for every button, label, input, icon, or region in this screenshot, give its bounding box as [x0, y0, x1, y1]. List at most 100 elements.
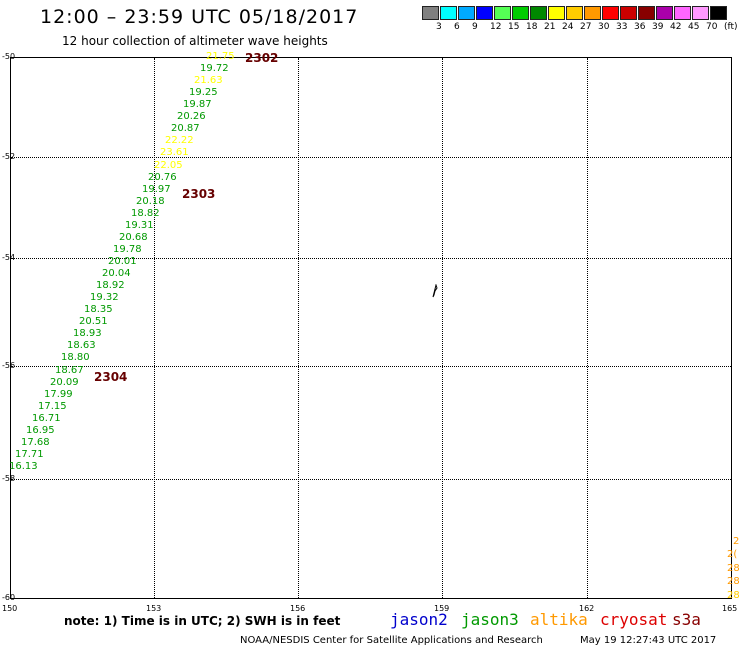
color-swatch	[494, 6, 511, 20]
color-swatch	[476, 6, 493, 20]
satellite-legend-item: jason3	[461, 610, 519, 629]
lat-label: -50	[2, 52, 16, 61]
footer-note: note: 1) Time is in UTC; 2) SWH is in fe…	[64, 614, 341, 628]
color-swatch	[530, 6, 547, 20]
wave-height-label: 22.22	[165, 135, 194, 146]
wave-height-label: 20.04	[102, 268, 131, 279]
wave-height-label: 19.87	[183, 99, 212, 110]
wave-height-label: 20.01	[108, 256, 137, 267]
wave-height-label: 18.63	[67, 340, 96, 351]
lon-label: 162	[579, 604, 595, 613]
edge-wave-height-label: 28	[727, 576, 740, 587]
credit-line: NOAA/NESDIS Center for Satellite Applica…	[240, 635, 543, 646]
color-swatch	[674, 6, 691, 20]
color-scale-label: 24	[562, 22, 574, 32]
color-scale-label: 45	[688, 22, 700, 32]
grid-line-lon-159	[442, 58, 443, 598]
lon-label: 159	[434, 604, 450, 613]
lon-label: 165	[722, 604, 738, 613]
color-scale-label: 36	[634, 22, 646, 32]
wave-height-label: 20.18	[136, 196, 165, 207]
color-scale-label: 30	[598, 22, 610, 32]
color-swatch	[440, 6, 457, 20]
color-scale-label: 3	[436, 22, 442, 32]
wave-height-label: 16.13	[9, 461, 38, 472]
edge-wave-height-label: 28	[727, 563, 740, 574]
color-swatch	[656, 6, 673, 20]
wave-height-label: 19.97	[142, 184, 171, 195]
color-scale-label: 42	[670, 22, 682, 32]
satellite-legend-item: altika	[530, 610, 588, 629]
color-scale-label: 12	[490, 22, 502, 32]
edge-wave-height-label: 28.	[727, 590, 740, 601]
map-plot-area	[10, 57, 732, 599]
grid-line-lon-162	[587, 58, 588, 598]
lat-label: -60	[2, 593, 16, 602]
satellite-legend-item: cryosat	[600, 610, 668, 629]
wave-height-label: 21.75	[206, 51, 235, 62]
grid-line-lat-56	[11, 366, 731, 367]
wave-height-label: 17.15	[38, 401, 67, 412]
lat-label: -58	[2, 474, 16, 483]
edge-wave-height-label: 2	[733, 536, 740, 547]
color-swatch	[638, 6, 655, 20]
color-scale-label: 21	[544, 22, 556, 32]
lon-label: 150	[2, 604, 18, 613]
wave-height-label: 19.78	[113, 244, 142, 255]
grid-line-lat-52	[11, 157, 731, 158]
map-subtitle: 12 hour collection of altimeter wave hei…	[62, 34, 328, 48]
island-outline-icon	[432, 284, 438, 298]
wave-height-label: 22.05	[154, 160, 183, 171]
color-scale-label: (ft)	[724, 22, 738, 32]
color-swatch	[602, 6, 619, 20]
color-swatch	[458, 6, 475, 20]
wave-height-label: 16.71	[32, 413, 61, 424]
wave-height-label: 18.92	[96, 280, 125, 291]
color-scale-label: 70	[706, 22, 718, 32]
color-swatch	[422, 6, 439, 20]
color-swatch	[620, 6, 637, 20]
color-swatch	[512, 6, 529, 20]
wave-height-label: 20.76	[148, 172, 177, 183]
color-scale-label: 33	[616, 22, 628, 32]
color-scale-label: 15	[508, 22, 520, 32]
wave-height-label: 19.72	[200, 63, 229, 74]
satellite-legend-item: s3a	[672, 610, 701, 629]
lon-label: 156	[290, 604, 306, 613]
color-swatch	[692, 6, 709, 20]
grid-line-lon-156	[298, 58, 299, 598]
wave-height-label: 18.67	[55, 365, 84, 376]
wave-height-label: 18.35	[84, 304, 113, 315]
grid-line-lat-58	[11, 479, 731, 480]
wave-height-label: 17.68	[21, 437, 50, 448]
lon-label: 153	[146, 604, 162, 613]
wave-height-label: 20.26	[177, 111, 206, 122]
wave-height-label: 20.09	[50, 377, 79, 388]
wave-height-label: 17.71	[15, 449, 44, 460]
wave-height-label: 18.93	[73, 328, 102, 339]
pass-label: 2303	[182, 187, 216, 201]
grid-line-lon-153	[154, 58, 155, 598]
wave-height-label: 20.68	[119, 232, 148, 243]
wave-height-label: 16.95	[26, 425, 55, 436]
wave-height-label: 19.32	[90, 292, 119, 303]
color-scale-label: 6	[454, 22, 460, 32]
color-swatch	[584, 6, 601, 20]
color-swatch	[566, 6, 583, 20]
wave-height-label: 20.51	[79, 316, 108, 327]
color-scale-label: 9	[472, 22, 478, 32]
wave-height-label: 21.63	[194, 75, 223, 86]
wave-height-label: 23.61	[160, 147, 189, 158]
generated-timestamp: May 19 12:27:43 UTC 2017	[580, 635, 717, 646]
color-scale-label: 27	[580, 22, 592, 32]
color-swatch	[548, 6, 565, 20]
wave-height-label: 17.99	[44, 389, 73, 400]
color-scale-labels: 3 6 9 12 15 18 21 24 27 30 33 36 39 42 45 70 (ft)	[422, 22, 740, 34]
pass-label: 2302	[245, 51, 279, 65]
wave-height-label: 19.25	[189, 87, 218, 98]
color-scale	[422, 6, 728, 20]
color-swatch	[710, 6, 727, 20]
grid-line-lat-54	[11, 258, 731, 259]
wave-height-label: 18.80	[61, 352, 90, 363]
